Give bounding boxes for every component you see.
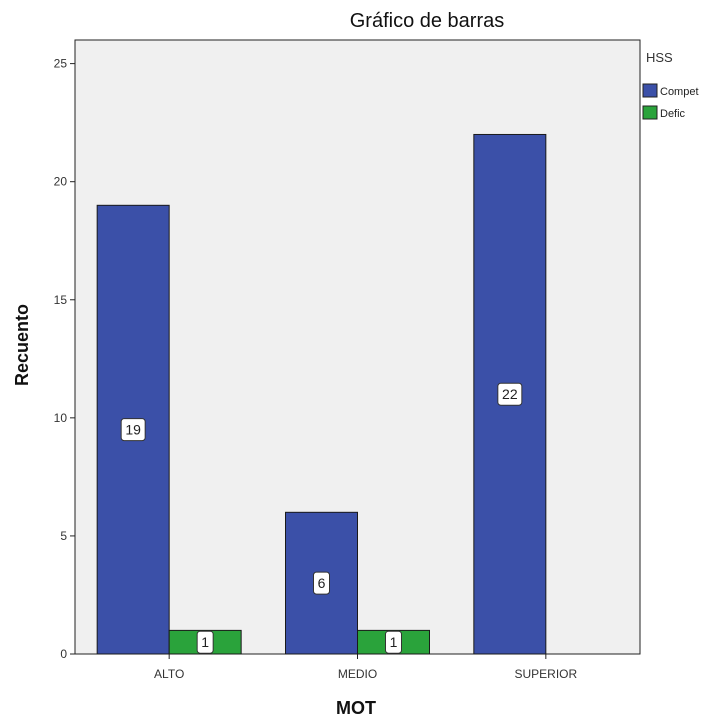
data-label: 19 [125,422,141,438]
data-label: 6 [318,575,326,591]
data-label-box [196,630,214,654]
data-label: 1 [201,634,209,650]
data-labels-group: 19 1 6 1 22 [120,382,523,654]
y-tick-label: 15 [54,293,68,307]
legend-label: Compet [660,86,699,98]
data-label-box [385,630,402,654]
y-tick-label: 5 [60,529,67,543]
data-label: 22 [502,386,518,402]
x-tick-label: SUPERIOR [514,667,577,681]
y-tick-label: 25 [54,57,68,71]
y-axis: 0 5 10 15 20 25 [54,57,75,661]
data-label-box [120,418,146,442]
legend-title: HSS [646,50,673,65]
x-tick-label: MEDIO [338,667,377,681]
y-tick-label: 10 [54,411,68,425]
x-axis: ALTO MEDIO SUPERIOR [154,654,578,681]
legend-items: Compet Defic [642,83,699,120]
data-label: 1 [390,634,398,650]
x-tick-label: ALTO [154,667,184,681]
legend: HSS Compet Defic [642,50,699,120]
y-tick-label: 0 [60,647,67,661]
legend-swatch [642,105,658,120]
legend-swatch [642,83,658,98]
data-label-box [497,382,523,406]
x-axis-title: MOT [336,698,376,718]
y-tick-label: 20 [54,175,68,189]
data-label-box [313,571,330,595]
legend-label: Defic [660,108,686,120]
chart-title: Gráfico de barras [350,10,505,32]
y-axis-title: Recuento [12,304,32,386]
